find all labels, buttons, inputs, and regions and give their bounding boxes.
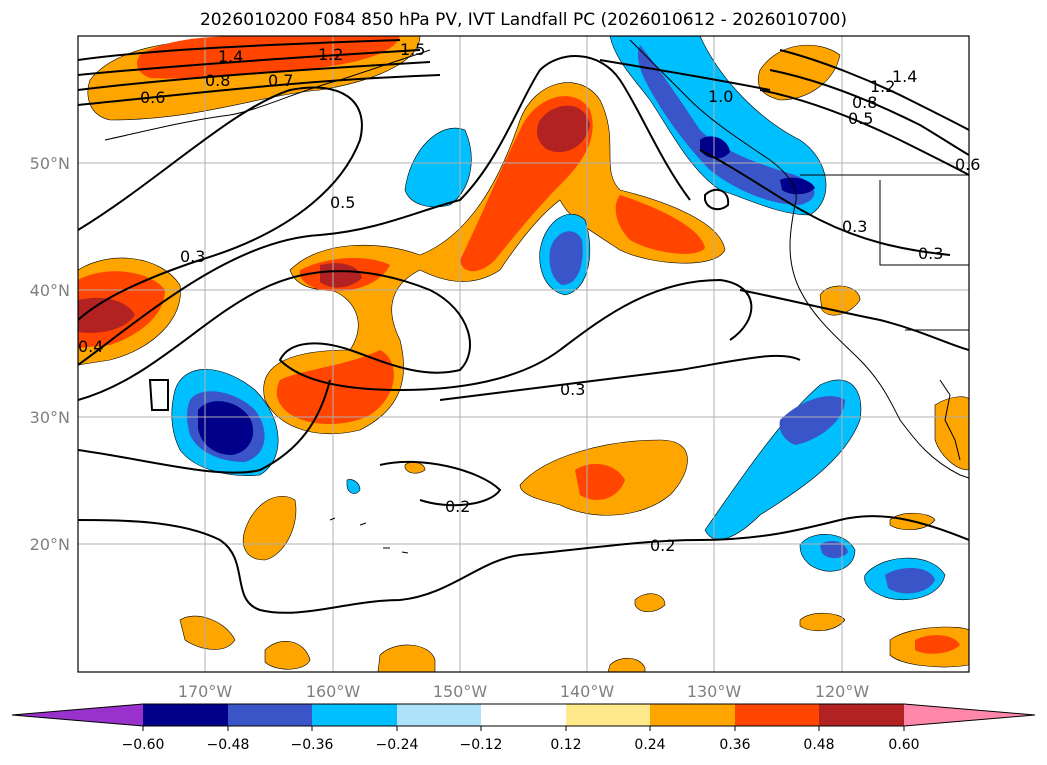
contour-line (78, 74, 441, 106)
contour-line (769, 69, 969, 156)
colorbar-segment (566, 704, 650, 726)
lon-label: 160°W (306, 682, 361, 701)
contour-label: 1.0 (708, 87, 733, 106)
lat-label: 20°N (30, 535, 70, 554)
contour-line (379, 460, 502, 507)
colorbar-segment (481, 704, 566, 726)
lon-label: 120°W (815, 682, 870, 701)
contour-label: 0.3 (180, 247, 205, 266)
baja-coast (939, 379, 961, 461)
colorbar-tick-label: −0.60 (122, 737, 165, 753)
contour-line (759, 89, 969, 176)
colorbar-segment (228, 704, 312, 726)
colorbar-tick-label: 0.24 (634, 737, 665, 753)
contour-line (599, 59, 771, 91)
colorbar-tick-label: −0.24 (376, 737, 419, 753)
map-frame (77, 35, 970, 673)
contour-label: 0.4 (78, 337, 103, 356)
contour-line (78, 49, 421, 76)
contour-label: 1.2 (318, 45, 343, 64)
contour-line (148, 379, 169, 411)
contour-label: 0.3 (560, 380, 585, 399)
contour-line (779, 49, 969, 131)
lon-label: 170°W (178, 682, 233, 701)
contour-line (78, 515, 969, 614)
colorbar-tick-label: −0.36 (291, 737, 334, 753)
contour-line (78, 86, 363, 321)
lat-label: 50°N (30, 154, 70, 173)
contour-label: 0.7 (268, 71, 293, 90)
contour-line (78, 270, 753, 401)
hawaiian-islands (329, 517, 409, 554)
contour-line (704, 188, 730, 211)
contour-label: 0.8 (852, 93, 877, 112)
contour-line (78, 39, 401, 61)
colorbar-tick-label: −0.12 (460, 737, 503, 753)
lon-label: 140°W (560, 682, 615, 701)
contour-label: 1.2 (870, 77, 895, 96)
colorbar-segment (650, 704, 735, 726)
graticule (78, 36, 969, 672)
contour-label: 1.5 (400, 40, 425, 59)
colorbar-extend-low (12, 704, 143, 726)
contour-label: 1.4 (892, 67, 917, 86)
contour-line (78, 55, 691, 366)
contour-line (78, 379, 331, 474)
colorbar-tick-label: 0.48 (803, 737, 834, 753)
state-border-west (879, 180, 969, 266)
colorbar-tick-label: 0.12 (550, 737, 581, 753)
contour-label: 0.5 (330, 193, 355, 212)
colorbar-tick-label: 0.36 (719, 737, 750, 753)
colorbar-segment (819, 704, 904, 726)
lon-label: 150°W (433, 682, 488, 701)
contour-label: 0.2 (650, 536, 675, 555)
colorbar-tick-label: −0.48 (207, 737, 250, 753)
colorbar-segment (735, 704, 819, 726)
colorbar-segment (143, 704, 228, 726)
contour-label: 0.6 (140, 88, 165, 107)
aleutian-islands (104, 49, 431, 141)
contour-label: 0.8 (205, 71, 230, 90)
longitude-labels: 170°W 160°W 150°W 140°W 130°W 120°W (178, 682, 870, 701)
contour-label: 0.6 (955, 155, 980, 174)
pv-shading (78, 36, 969, 672)
figure-title: 2026010200 F084 850 hPa PV, IVT Landfall… (199, 10, 847, 30)
north-america-coast (629, 39, 969, 479)
contour-line (699, 149, 951, 256)
contour-label: 0.5 (848, 109, 873, 128)
lat-label: 30°N (30, 408, 70, 427)
contour-line (78, 61, 431, 91)
contour-label: 0.3 (918, 244, 943, 263)
contour-labels: 1.4 1.2 1.5 0.8 0.7 0.6 0.5 0.3 0.4 0.3 … (78, 40, 980, 555)
colorbar-segment (312, 704, 397, 726)
contour-line (439, 354, 801, 401)
lat-label: 40°N (30, 281, 70, 300)
contour-line (739, 289, 969, 351)
peak-positive-pv-regions (78, 105, 590, 333)
colorbar-segment (397, 704, 481, 726)
latitude-labels: 50°N 40°N 30°N 20°N (30, 154, 70, 554)
contour-label: 1.4 (218, 47, 243, 66)
lon-label: 130°W (687, 682, 742, 701)
colorbar-extend-high (904, 704, 1035, 726)
colorbar: −0.60 −0.48 −0.36 −0.24 −0.12 0.12 0.24 … (11, 703, 1036, 753)
pv-contours (78, 39, 969, 614)
contour-label: 0.2 (445, 497, 470, 516)
colorbar-tick-label: 0.60 (888, 737, 919, 753)
contour-label: 0.3 (842, 217, 867, 236)
